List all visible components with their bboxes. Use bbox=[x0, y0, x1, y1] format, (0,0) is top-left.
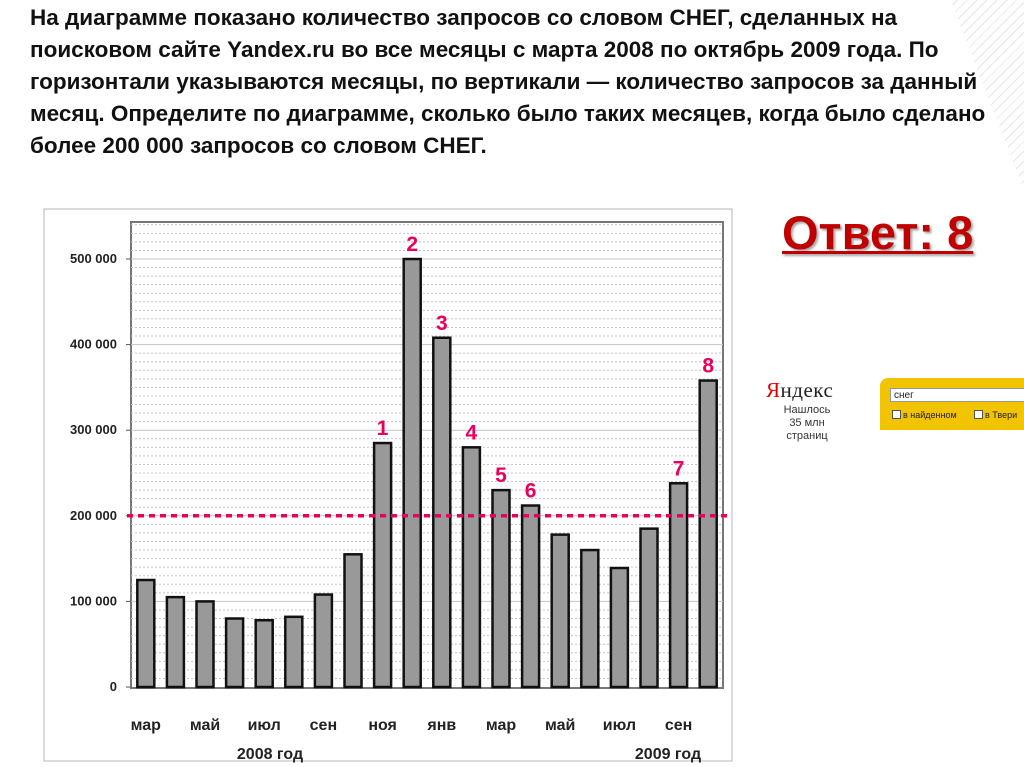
bar bbox=[609, 566, 630, 689]
x-tick-label: май bbox=[190, 717, 220, 734]
bar bbox=[284, 615, 304, 689]
x-tick-label: сен bbox=[665, 717, 692, 734]
yandex-found: Нашлось 35 млн страниц bbox=[772, 404, 842, 443]
bar bbox=[550, 533, 570, 689]
yandex-search-widget: Яндекс Нашлось 35 млн страниц снег в най… bbox=[758, 378, 1024, 442]
bar-chart: 0 100 000 200 000 300 000 400 000 500 000 1 2 3 4… bbox=[38, 205, 740, 767]
bar bbox=[520, 504, 541, 689]
yandex-logo-first: Я bbox=[766, 378, 781, 402]
yandex-option-found: в найденном bbox=[892, 410, 957, 420]
bar bbox=[639, 527, 659, 689]
x-tick-label: июл bbox=[603, 717, 636, 734]
x-tick-label: янв bbox=[426, 717, 456, 734]
bar-count-label: 8 bbox=[702, 355, 714, 378]
yandex-option-city-label: в Твери bbox=[985, 410, 1018, 420]
yandex-search-box: снег в найденном в Твери bbox=[880, 378, 1024, 430]
year-label-2008: 2008 год bbox=[237, 746, 303, 763]
bar bbox=[254, 618, 274, 689]
bar bbox=[372, 441, 393, 689]
bar bbox=[165, 595, 186, 689]
y-tick-label: 0 bbox=[110, 679, 117, 694]
yandex-logo-rest: ндекс bbox=[780, 378, 834, 402]
bar bbox=[461, 446, 482, 689]
bar bbox=[402, 257, 422, 689]
x-tick-label: июл bbox=[248, 717, 281, 734]
y-tick-label: 400 000 bbox=[70, 337, 117, 352]
bar-count-label: 4 bbox=[466, 421, 478, 444]
checkbox-icon bbox=[974, 410, 983, 419]
bar bbox=[698, 379, 718, 689]
yandex-found-label: Нашлось bbox=[783, 404, 831, 416]
bar-count-label: 6 bbox=[525, 480, 537, 503]
bar bbox=[136, 578, 156, 689]
y-tick-label: 500 000 bbox=[70, 251, 117, 266]
bar bbox=[224, 617, 245, 689]
yandex-option-city: в Твери bbox=[974, 410, 1017, 420]
yandex-pages: 35 млн страниц bbox=[786, 417, 828, 442]
chart-svg: 0 100 000 200 000 300 000 400 000 500 000 1 2 3 4… bbox=[43, 208, 733, 763]
answer-text: Ответ: 8 bbox=[782, 206, 974, 259]
x-tick-label: ноя bbox=[368, 717, 397, 734]
x-tick-label: мар bbox=[131, 717, 162, 734]
checkbox-icon bbox=[892, 410, 901, 419]
yandex-search-input: снег bbox=[890, 388, 1024, 402]
bar-count-label: 3 bbox=[436, 312, 448, 335]
bar bbox=[195, 600, 215, 689]
question-text: На диаграмме показано количество запросо… bbox=[30, 5, 986, 158]
y-tick-label: 300 000 bbox=[70, 422, 117, 437]
y-tick-label: 100 000 bbox=[70, 593, 117, 608]
x-tick-label: май bbox=[545, 717, 575, 734]
y-tick-label: 200 000 bbox=[70, 508, 117, 523]
x-tick-label: мар bbox=[486, 717, 517, 734]
bar bbox=[491, 488, 511, 689]
yandex-logo: Яндекс bbox=[766, 378, 833, 403]
bar-count-label: 5 bbox=[495, 464, 507, 487]
bar bbox=[668, 482, 689, 689]
yandex-option-found-label: в найденном bbox=[903, 410, 957, 420]
bar bbox=[313, 593, 334, 689]
year-label-2009: 2009 год bbox=[635, 746, 701, 763]
bar-count-label: 1 bbox=[377, 417, 389, 440]
bar-count-label: 2 bbox=[406, 233, 418, 256]
x-tick-label: сен bbox=[310, 717, 337, 734]
bar bbox=[580, 548, 600, 689]
bar bbox=[432, 336, 452, 689]
bar-count-label: 7 bbox=[673, 457, 685, 480]
bar bbox=[343, 553, 363, 689]
